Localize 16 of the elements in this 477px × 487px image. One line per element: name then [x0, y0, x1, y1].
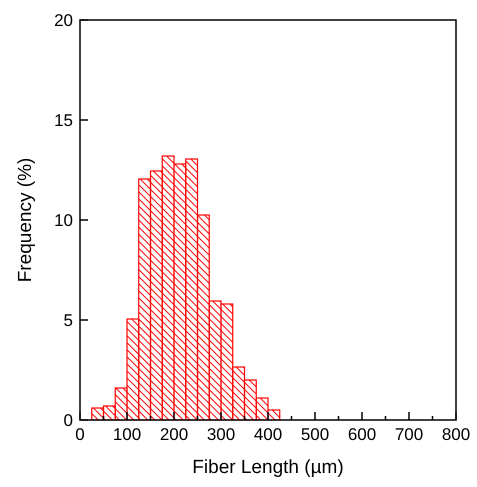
x-tick-label: 100 [112, 425, 142, 444]
x-tick-label: 600 [348, 425, 376, 444]
y-tick-label: 0 [64, 411, 73, 430]
x-tick-label: 500 [300, 425, 330, 444]
y-tick-label: 5 [64, 311, 73, 330]
y-tick-label: 15 [54, 111, 73, 130]
x-tick-label: 0 [75, 425, 85, 444]
x-tick-label: 800 [442, 425, 470, 444]
y-tick-label: 20 [54, 11, 73, 30]
y-axis-title: Frequency (%) [15, 158, 36, 282]
x-tick-label: 400 [254, 425, 282, 444]
x-tick-label: 200 [160, 425, 188, 444]
x-axis-title: Fiber Length (µm) [192, 457, 344, 478]
x-tick-label: 700 [394, 425, 424, 444]
y-tick-label: 10 [54, 211, 73, 230]
x-tick-label: 300 [206, 425, 236, 444]
